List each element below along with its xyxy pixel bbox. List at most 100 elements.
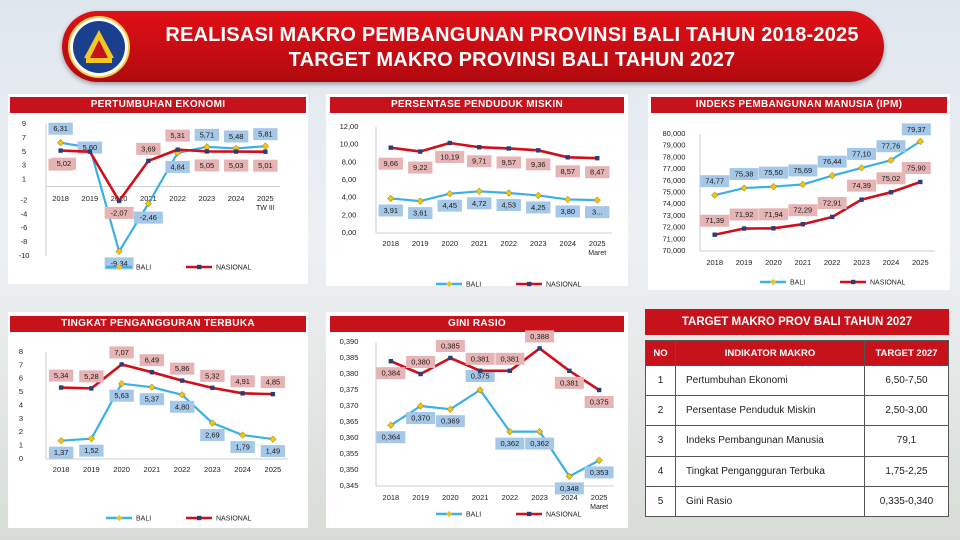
data-label-nasional: 3,69 [141, 144, 156, 153]
data-label-nasional-bg [136, 142, 161, 155]
data-label-bali-bg [495, 437, 525, 450]
data-label-nasional: 5,86 [175, 364, 190, 373]
table-cell-no: 3 [645, 425, 676, 457]
data-label-nasional-bg [104, 206, 134, 219]
data-label-nasional-group: 5,28 [79, 370, 104, 383]
data-label-bali-bg [496, 198, 521, 211]
data-label-bali: 0,362 [500, 439, 519, 448]
data-label-bali-group: 4,53 [496, 198, 521, 211]
point-nasional [179, 378, 185, 383]
data-label-nasional-group: 5,03 [223, 159, 249, 172]
data-label-bali-group: 4,45 [437, 199, 462, 212]
y-tick-label: 2,00 [342, 210, 357, 219]
table-cell-indikator: Gini Rasio [675, 485, 865, 518]
data-label-bali-bg [758, 166, 788, 179]
header-banner: REALISASI MAKRO PEMBANGUNAN PROVINSI BAL… [62, 11, 884, 82]
data-label-bali: -2,46 [140, 213, 157, 222]
data-label-nasional-bg [847, 179, 877, 192]
x-tick-label: 2023 [531, 493, 548, 502]
point-nasional [175, 147, 180, 152]
data-label-nasional: 75,90 [907, 163, 926, 172]
data-label-bali-group: 5,48 [223, 130, 249, 143]
data-label-bali: 5,71 [200, 130, 215, 139]
x-tick-label-sub: Maret [588, 250, 606, 257]
point-nasional [447, 140, 452, 146]
data-label-bali-group: -2,46 [133, 211, 163, 224]
data-label-nasional: 71,94 [764, 210, 783, 219]
data-label-bali: 1,37 [54, 448, 69, 457]
y-tick-label: 1 [22, 175, 26, 184]
point-bali [269, 435, 277, 443]
data-label-bali-group: 1,49 [260, 445, 286, 458]
legend-label-bali: BALI [466, 511, 481, 518]
data-label-nasional-group: 9,22 [408, 161, 433, 174]
data-label-nasional-group: 5,86 [169, 362, 195, 375]
point-bali [57, 139, 65, 147]
series-line-nasional [60, 148, 266, 203]
point-nasional [388, 359, 394, 364]
data-label-nasional-group: 71,92 [729, 208, 759, 221]
table-cell-target: 2,50-3,00 [864, 395, 949, 427]
data-label-bali: 0,370 [411, 413, 430, 422]
data-label-nasional: 5,32 [205, 371, 220, 380]
chart-panel-pengangguran [8, 312, 308, 528]
legend-label-bali: BALI [136, 264, 151, 271]
data-label-nasional: -2,07 [111, 208, 128, 217]
data-label-nasional-bg [465, 352, 495, 365]
point-nasional [89, 386, 94, 391]
point-bali [887, 156, 895, 164]
point-bali [446, 405, 454, 413]
data-label-nasional: 4,85 [266, 378, 281, 387]
data-label-bali: 5,37 [145, 395, 160, 404]
y-tick-label: 3 [19, 414, 23, 423]
data-label-nasional-bg [554, 376, 584, 389]
data-label-nasional-bg [876, 172, 906, 185]
data-label-bali-bg [406, 412, 436, 424]
point-nasional [58, 148, 63, 153]
data-label-nasional: 7,07 [114, 348, 129, 357]
x-tick-label: 2022 [824, 258, 841, 267]
x-tick-label: 2018 [382, 239, 399, 248]
data-label-bali: 0,369 [441, 417, 460, 426]
x-tick-label: 2023 [204, 465, 221, 474]
data-label-nasional: 0,381 [560, 378, 579, 387]
legend-marker-nasional [527, 281, 532, 287]
data-label-bali: 5,48 [229, 132, 244, 141]
x-tick-label: 2018 [52, 194, 69, 203]
data-label-bali-group: 1,79 [230, 441, 255, 454]
data-label-bali: 3,80 [560, 207, 575, 216]
data-label-nasional: 9,57 [501, 158, 516, 167]
data-label-nasional-group: 5,05 [194, 159, 220, 172]
data-label-nasional: 9,22 [413, 163, 428, 172]
x-tick-label-sub: Maret [590, 504, 608, 511]
y-tick-label: 0,360 [340, 433, 359, 442]
data-label-nasional-group: 0,385 [435, 340, 465, 352]
point-nasional [567, 368, 572, 373]
data-label-nasional-group: 9,71 [467, 155, 492, 168]
data-label-nasional: 9,66 [383, 159, 398, 168]
table-cell-target: 0,335-0,340 [864, 485, 949, 518]
legend-label-nasional: NASIONAL [216, 264, 252, 271]
data-label-nasional-group: 71,94 [758, 208, 788, 221]
data-label-bali-group: 5,63 [109, 389, 134, 402]
data-label-bali-group: 75,50 [758, 166, 788, 179]
point-bali [148, 383, 156, 391]
y-tick-label: 3 [22, 161, 26, 170]
data-label-nasional-bg [406, 356, 436, 368]
y-tick-label: 78,000 [663, 152, 686, 161]
data-label-bali-group: 4,84 [165, 160, 190, 173]
chart-title-ipm: INDEKS PEMBANGUNAN MANUSIA (IPM) [651, 97, 947, 113]
x-tick-label: 2025 [257, 194, 274, 203]
data-label-nasional-group: 5,01 [253, 159, 278, 172]
table-cell-no: 2 [645, 395, 676, 427]
data-label-nasional-bg [230, 375, 255, 388]
y-tick-label: 0,380 [340, 369, 359, 378]
point-bali [828, 172, 836, 180]
data-label-bali-bg [260, 445, 286, 458]
data-label-bali: 3,91 [383, 206, 398, 215]
series-line-nasional [390, 141, 598, 160]
data-label-nasional-group: 9,66 [378, 157, 403, 170]
data-label-nasional: 0,388 [530, 332, 549, 341]
data-label-bali-group: 0,364 [376, 431, 406, 444]
series-line-nasional [390, 347, 600, 392]
